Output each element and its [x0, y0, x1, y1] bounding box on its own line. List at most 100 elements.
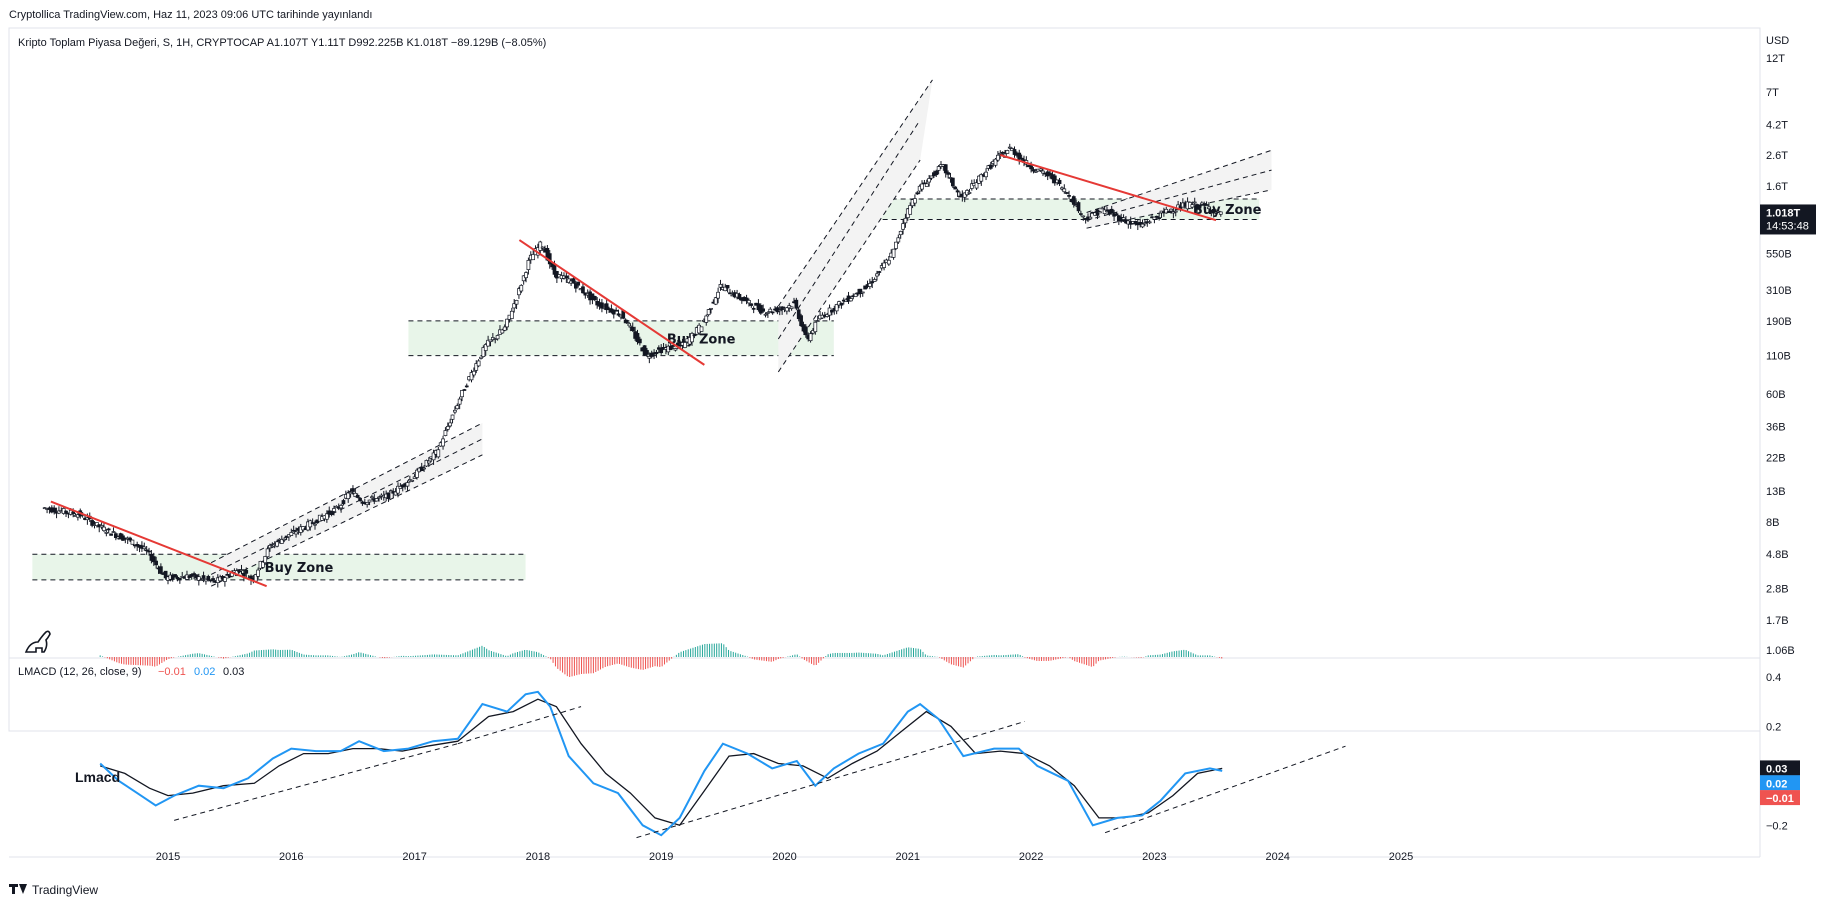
- time-tick-label: 2022: [1019, 851, 1043, 863]
- candle-body: [723, 286, 728, 292]
- candle-body: [111, 531, 116, 533]
- candle-body: [495, 335, 500, 340]
- channel-upper: [777, 79, 933, 307]
- candle-body: [1019, 157, 1024, 160]
- lmacd-trend-line[interactable]: [1104, 745, 1346, 834]
- last-price-badge: 1.018T 14:53:48: [1760, 204, 1816, 235]
- candle-body: [377, 496, 381, 499]
- candle-body: [659, 347, 664, 354]
- candle-body: [1143, 222, 1147, 225]
- time-tick-label: 2023: [1142, 851, 1166, 863]
- candle-body: [1031, 169, 1036, 172]
- candle-body: [946, 172, 950, 175]
- lmacd-legend-macd: 0.02: [194, 666, 215, 678]
- candle-body: [649, 352, 654, 357]
- lmacd-pane: [99, 643, 1346, 839]
- candle-body: [962, 192, 967, 198]
- lmacd-badge-label: 0.02: [1766, 778, 1787, 790]
- red-trend-line[interactable]: [518, 239, 705, 366]
- price-tick-label: 190B: [1766, 316, 1792, 328]
- candle-body: [374, 498, 379, 502]
- candle-body: [996, 154, 1000, 161]
- lmacd-side-label: Lmacd: [75, 769, 120, 785]
- price-tick-label: 22B: [1766, 453, 1786, 465]
- candle-body: [1060, 187, 1064, 190]
- time-tick-label: 2018: [526, 851, 550, 863]
- candle-body: [761, 308, 766, 312]
- candle-body: [279, 539, 284, 544]
- red-trend-line[interactable]: [50, 500, 268, 588]
- candle-body: [751, 308, 756, 310]
- candle-body: [1154, 215, 1159, 218]
- candle-body: [173, 574, 177, 578]
- candle-body: [901, 223, 905, 230]
- candle-body: [199, 579, 204, 581]
- time-tick-label: 2025: [1389, 851, 1413, 863]
- candle-body: [576, 281, 581, 286]
- candle-body: [763, 313, 768, 316]
- candle-body: [979, 174, 984, 182]
- candle-body: [611, 309, 616, 315]
- candle-body: [282, 538, 287, 541]
- candle-body: [476, 360, 481, 367]
- lmacd-trend-line[interactable]: [636, 720, 1026, 839]
- lmacd-trend-line[interactable]: [174, 743, 458, 821]
- candle-body: [1192, 201, 1197, 204]
- candle-body: [211, 578, 215, 581]
- candle-body: [915, 192, 920, 195]
- red-trend-line[interactable]: [999, 154, 1217, 222]
- lmacd-macd-line: [99, 690, 1223, 837]
- candle-body: [1048, 172, 1052, 175]
- candle-body: [479, 356, 483, 359]
- candle-body: [623, 319, 628, 324]
- candle-body: [969, 183, 974, 189]
- lmacd-legend-title[interactable]: LMACD (12, 26, close, 9): [18, 666, 142, 678]
- candle-body: [692, 334, 697, 337]
- channel-fill: [1086, 150, 1272, 229]
- candle-body: [64, 510, 68, 514]
- candle-body: [436, 449, 441, 458]
- candle-body: [675, 342, 680, 346]
- lmacd-trend-line[interactable]: [457, 706, 582, 745]
- candle-body: [351, 488, 355, 492]
- candle-body: [564, 275, 569, 279]
- time-tick-label: 2020: [772, 851, 796, 863]
- candle-body: [341, 500, 346, 505]
- candle-body: [223, 577, 227, 582]
- candle-body: [334, 505, 339, 508]
- candle-body: [1199, 202, 1204, 205]
- candle-body: [526, 260, 531, 270]
- candle-body: [396, 485, 400, 494]
- candle-body: [426, 460, 431, 464]
- candle-body: [638, 338, 642, 344]
- lmacd-signal-line: [100, 698, 1223, 827]
- candle-body: [462, 389, 467, 391]
- candle-body: [502, 326, 507, 331]
- candle-body: [313, 523, 317, 526]
- symbol-legend[interactable]: Kripto Toplam Piyasa Değeri, S, 1H, CRYP…: [18, 37, 546, 49]
- candle-body: [206, 576, 211, 581]
- candle-body: [903, 217, 908, 224]
- trend-lines: [50, 154, 1217, 588]
- candle-body: [178, 578, 182, 581]
- time-tick-label: 2016: [279, 851, 303, 863]
- candle-body: [365, 502, 370, 505]
- dino-logo-icon[interactable]: [24, 630, 51, 653]
- candle-body: [668, 345, 673, 351]
- candle-body: [830, 309, 834, 313]
- channel-upper: [210, 422, 483, 564]
- candle-body: [713, 297, 718, 305]
- candle-body: [1173, 210, 1178, 213]
- candle-body: [1071, 196, 1076, 205]
- candle-body: [256, 569, 260, 577]
- candle-body: [891, 248, 896, 258]
- candle-body: [1109, 208, 1114, 214]
- candle-body: [1211, 208, 1216, 214]
- candle-body: [1164, 208, 1169, 214]
- candle-body: [431, 452, 436, 461]
- tradingview-footer[interactable]: TradingView: [9, 883, 98, 897]
- candle-body: [647, 356, 652, 359]
- channel-upper: [1086, 149, 1272, 213]
- candle-body: [1017, 152, 1022, 160]
